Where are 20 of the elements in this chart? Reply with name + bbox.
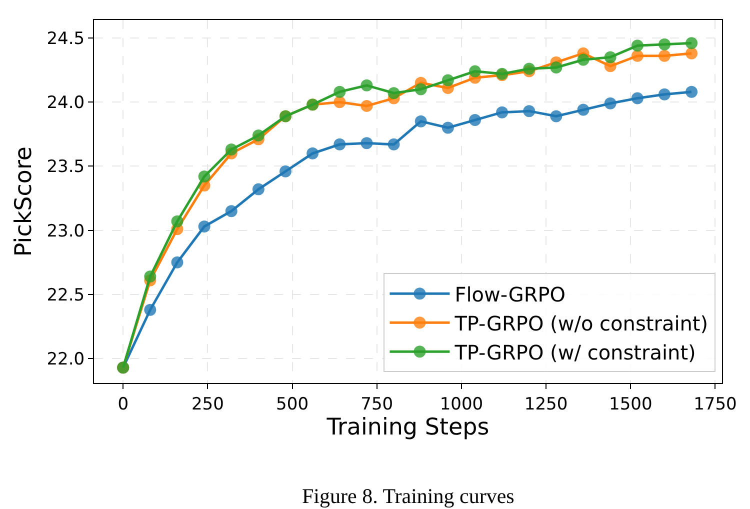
x-tick-label: 1000: [440, 394, 484, 414]
x-tick-label: 1500: [609, 394, 652, 414]
legend-label: TP-GRPO (w/o constraint): [454, 311, 708, 336]
x-tick-label: 250: [191, 394, 224, 414]
x-axis-title: Training Steps: [326, 414, 490, 440]
y-tick-label: 22.5: [46, 285, 85, 306]
y-tick-label: 23.5: [46, 157, 85, 178]
x-tick-label: 0: [118, 394, 129, 414]
x-tick-label: 1250: [524, 394, 568, 414]
y-tick-label: 23.0: [46, 221, 85, 242]
y-tick-label: 24.0: [46, 93, 85, 114]
caption: Figure 8. Training curves: [302, 484, 514, 508]
legend-label: Flow-GRPO: [454, 282, 566, 306]
y-axis-title: PickScore: [11, 146, 38, 257]
x-tick-label: 750: [360, 394, 394, 414]
x-tick-label: 1750: [694, 394, 737, 414]
y-tick-label: 22.0: [46, 350, 85, 370]
y-tick-label: 24.5: [46, 28, 85, 49]
x-tick-label: 500: [276, 394, 309, 414]
legend-label: TP-GRPO (w/ constraint): [454, 340, 696, 364]
